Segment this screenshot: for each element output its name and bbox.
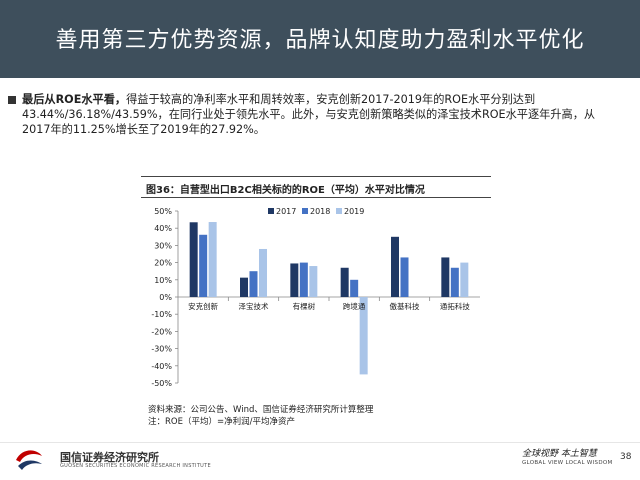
bar-2019 [359,297,368,375]
x-category-label: 泽宝技术 [239,301,269,311]
footer-org-name-en: GUOSEN SECURITIES ECONOMIC RESEARCH INST… [60,463,211,469]
bar-2017 [391,236,399,297]
bar-2019 [460,262,469,297]
bar-2019 [259,248,267,297]
legend-label: 2019 [344,207,364,216]
y-tick-label: 30% [154,241,172,250]
y-tick-label: 50% [154,207,172,216]
chart-title-rule [141,197,491,198]
x-category-label: 傲基科技 [390,301,420,311]
bar-2017 [441,257,450,297]
source-line: 资料来源：公司公告、Wind、国信证券经济研究所计算整理 [148,405,374,415]
bar-2018 [249,271,258,297]
legend-swatch-2018 [302,208,308,214]
legend-swatch-2019 [336,208,342,214]
y-tick-label: -20% [151,327,172,336]
y-tick-label: 10% [154,276,172,285]
x-category-label: 通拓科技 [440,301,470,311]
note-line: 注：ROE（平均）=净利润/平均净资产 [148,417,295,427]
body-paragraph: 最后从ROE水平看，得益于较高的净利率水平和周转效率，安克创新2017-2019… [22,92,622,137]
bar-2017 [240,277,248,297]
x-category-label: 跨境通 [343,301,366,311]
footer-divider [0,442,640,443]
y-tick-label: -10% [151,310,172,319]
x-category-label: 安克创新 [188,301,218,311]
footer-slogan-en: GLOBAL VIEW LOCAL WISDOM [522,460,613,466]
bar-2017 [189,222,198,297]
y-tick-label: 20% [154,259,172,268]
page-title: 善用第三方优势资源，品牌认知度助力盈利水平优化 [55,28,585,53]
legend-label: 2018 [310,207,330,216]
page-number: 38 [620,452,632,462]
y-tick-label: -40% [151,362,172,371]
bar-2019 [208,222,217,297]
chart-source: 资料来源：公司公告、Wind、国信证券经济研究所计算整理 注：ROE（平均）=净… [148,404,373,428]
chart-title: 图36：自营型出口B2C相关标的的ROE（平均）水平对比情况 [146,185,425,196]
y-tick-label: 40% [154,224,172,233]
footer-slogan: 全球视野 本土智慧 [522,449,597,459]
guosen-logo-icon [16,450,42,470]
legend-label: 2017 [276,207,296,216]
body-text: 得益于较高的净利率水平和周转效率，安克创新2017-2019年的ROE水平分别达… [22,93,596,136]
y-tick-label: -30% [151,345,172,354]
legend-swatch-2017 [268,208,274,214]
bar-2018 [450,267,459,297]
bar-2018 [400,257,409,297]
bar-2017 [290,263,299,297]
bar-2018 [199,234,208,297]
y-tick-label: 0% [159,293,172,302]
bar-2019 [309,266,318,297]
y-tick-label: -50% [151,379,172,388]
bullet-marker [8,96,18,106]
x-category-label: 有棵树 [293,301,316,311]
footer-org-name: 国信证券经济研究所 [60,451,159,464]
chart-top-rule [141,176,491,177]
title-bar [0,0,640,78]
bar-2017 [340,267,349,297]
bar-2018 [350,279,359,297]
bar-2018 [299,262,308,297]
body-lead: 最后从ROE水平看， [22,93,127,106]
